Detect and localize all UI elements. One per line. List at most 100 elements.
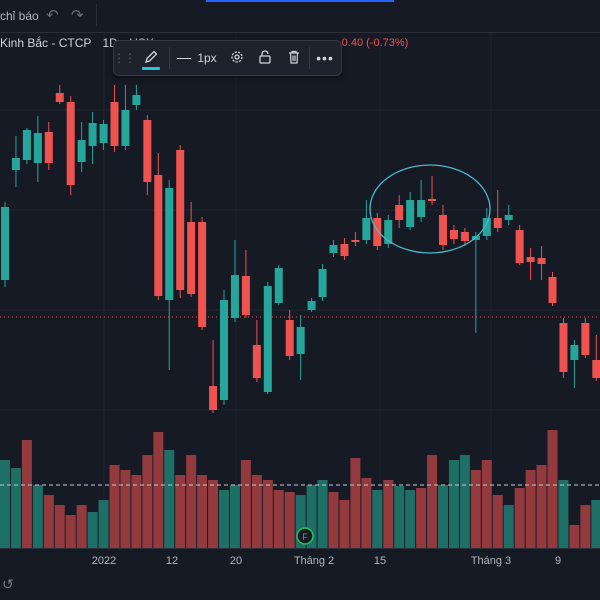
time-axis[interactable]: 2022 12 20 Tháng 2 15 Tháng 3 9 xyxy=(0,548,600,571)
settings-button[interactable] xyxy=(224,44,250,72)
candle xyxy=(176,145,185,298)
candle-body xyxy=(493,218,502,228)
line-width-button[interactable]: 1px xyxy=(172,44,222,72)
candle-body xyxy=(121,110,130,146)
candle xyxy=(493,190,502,232)
candle xyxy=(417,180,426,222)
candle-body xyxy=(99,124,108,143)
candle xyxy=(198,217,207,330)
candle xyxy=(220,290,228,405)
redo-icon[interactable]: ↷ xyxy=(71,7,84,24)
candle xyxy=(187,202,196,297)
volume-bar xyxy=(448,460,459,548)
volume-bars xyxy=(0,430,600,548)
volume-bar xyxy=(240,460,251,548)
lock-icon xyxy=(257,49,273,68)
candle xyxy=(340,238,349,260)
candle xyxy=(1,202,9,287)
time-axis-label: 15 xyxy=(373,555,387,567)
candle xyxy=(252,320,261,382)
candle-body xyxy=(187,222,196,294)
more-button[interactable]: ••• xyxy=(312,44,338,72)
volume-bar xyxy=(427,455,438,548)
delete-button[interactable] xyxy=(281,44,307,72)
candlestick-chart[interactable]: F xyxy=(0,0,600,548)
candle xyxy=(33,116,42,182)
candle xyxy=(274,265,283,305)
candle-body xyxy=(132,95,141,105)
candle xyxy=(77,122,86,172)
time-axis-label: 9 xyxy=(554,555,562,567)
candle-body xyxy=(77,140,86,162)
candle xyxy=(384,215,393,248)
volume-bar xyxy=(350,458,361,548)
volume-bar xyxy=(65,515,76,548)
candle-body xyxy=(515,230,524,263)
time-axis-label: Tháng 2 xyxy=(293,555,335,567)
volume-bar xyxy=(438,485,448,548)
volume-bar xyxy=(470,470,481,548)
gear-icon xyxy=(229,49,245,68)
candle xyxy=(66,96,75,195)
volume-bar xyxy=(405,490,416,548)
candle-body xyxy=(66,102,75,185)
volume-bar xyxy=(197,475,208,548)
volume-bar xyxy=(164,450,175,548)
drawn-circle[interactable] xyxy=(369,164,491,254)
volume-bar xyxy=(514,488,525,548)
divider xyxy=(96,4,97,26)
color-swatch xyxy=(142,67,160,70)
candle xyxy=(439,205,447,250)
candle-body xyxy=(1,207,9,280)
reset-chart-icon[interactable]: ↺ xyxy=(2,576,14,592)
lock-button[interactable] xyxy=(252,44,278,72)
candle-body xyxy=(329,245,338,253)
candle-body xyxy=(406,200,415,227)
undo-icon[interactable]: ↶ xyxy=(46,7,59,24)
candle xyxy=(581,318,590,358)
volume-bar xyxy=(120,470,131,548)
candle xyxy=(11,136,20,187)
candle-body xyxy=(263,286,272,392)
line-style-icon xyxy=(177,57,192,59)
candle-body xyxy=(11,158,20,170)
drag-handle-icon[interactable]: ⋮⋮ xyxy=(113,51,136,65)
volume-bar xyxy=(175,475,186,548)
indicators-button[interactable]: chỉ báo xyxy=(0,9,39,23)
candle-body xyxy=(439,215,447,245)
volume-bar xyxy=(372,490,383,548)
time-axis-label: 2022 xyxy=(91,555,117,567)
candle xyxy=(22,128,31,164)
symbol-name[interactable]: Kinh Bắc - CTCP xyxy=(0,36,92,50)
volume-bar xyxy=(394,486,405,548)
event-marker[interactable]: F xyxy=(296,527,314,545)
volume-bar xyxy=(569,525,580,548)
volume-bar xyxy=(503,505,514,548)
volume-bar xyxy=(317,480,328,548)
volume-bar xyxy=(32,485,43,548)
candle xyxy=(592,335,600,381)
candle xyxy=(373,213,382,250)
candle xyxy=(154,153,163,300)
color-button[interactable] xyxy=(136,44,166,72)
candle-body xyxy=(198,222,207,327)
time-axis-label: Tháng 3 xyxy=(470,555,512,567)
candle xyxy=(99,120,108,150)
candle xyxy=(548,272,557,306)
candle xyxy=(241,250,250,318)
volume-bar xyxy=(43,495,54,548)
volume-bar xyxy=(142,455,153,548)
drawing-toolbar: ⋮⋮ 1px ••• xyxy=(113,40,342,76)
candle xyxy=(537,246,546,280)
candle-body xyxy=(428,199,437,201)
candle xyxy=(143,115,152,195)
active-indicator xyxy=(206,0,394,2)
line-width-label: 1px xyxy=(197,51,217,65)
event-marker-label: F xyxy=(302,532,308,542)
volume-bar xyxy=(383,480,394,548)
volume-bar xyxy=(492,495,503,548)
candle-body xyxy=(482,218,491,236)
candle-body xyxy=(526,257,535,262)
volume-bar xyxy=(109,465,120,548)
candle-body xyxy=(307,301,316,310)
